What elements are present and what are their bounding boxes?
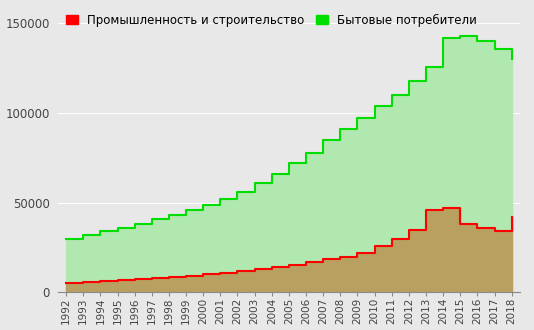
Legend: Промышленность и строительство, Бытовые потребители: Промышленность и строительство, Бытовые … — [64, 12, 480, 29]
